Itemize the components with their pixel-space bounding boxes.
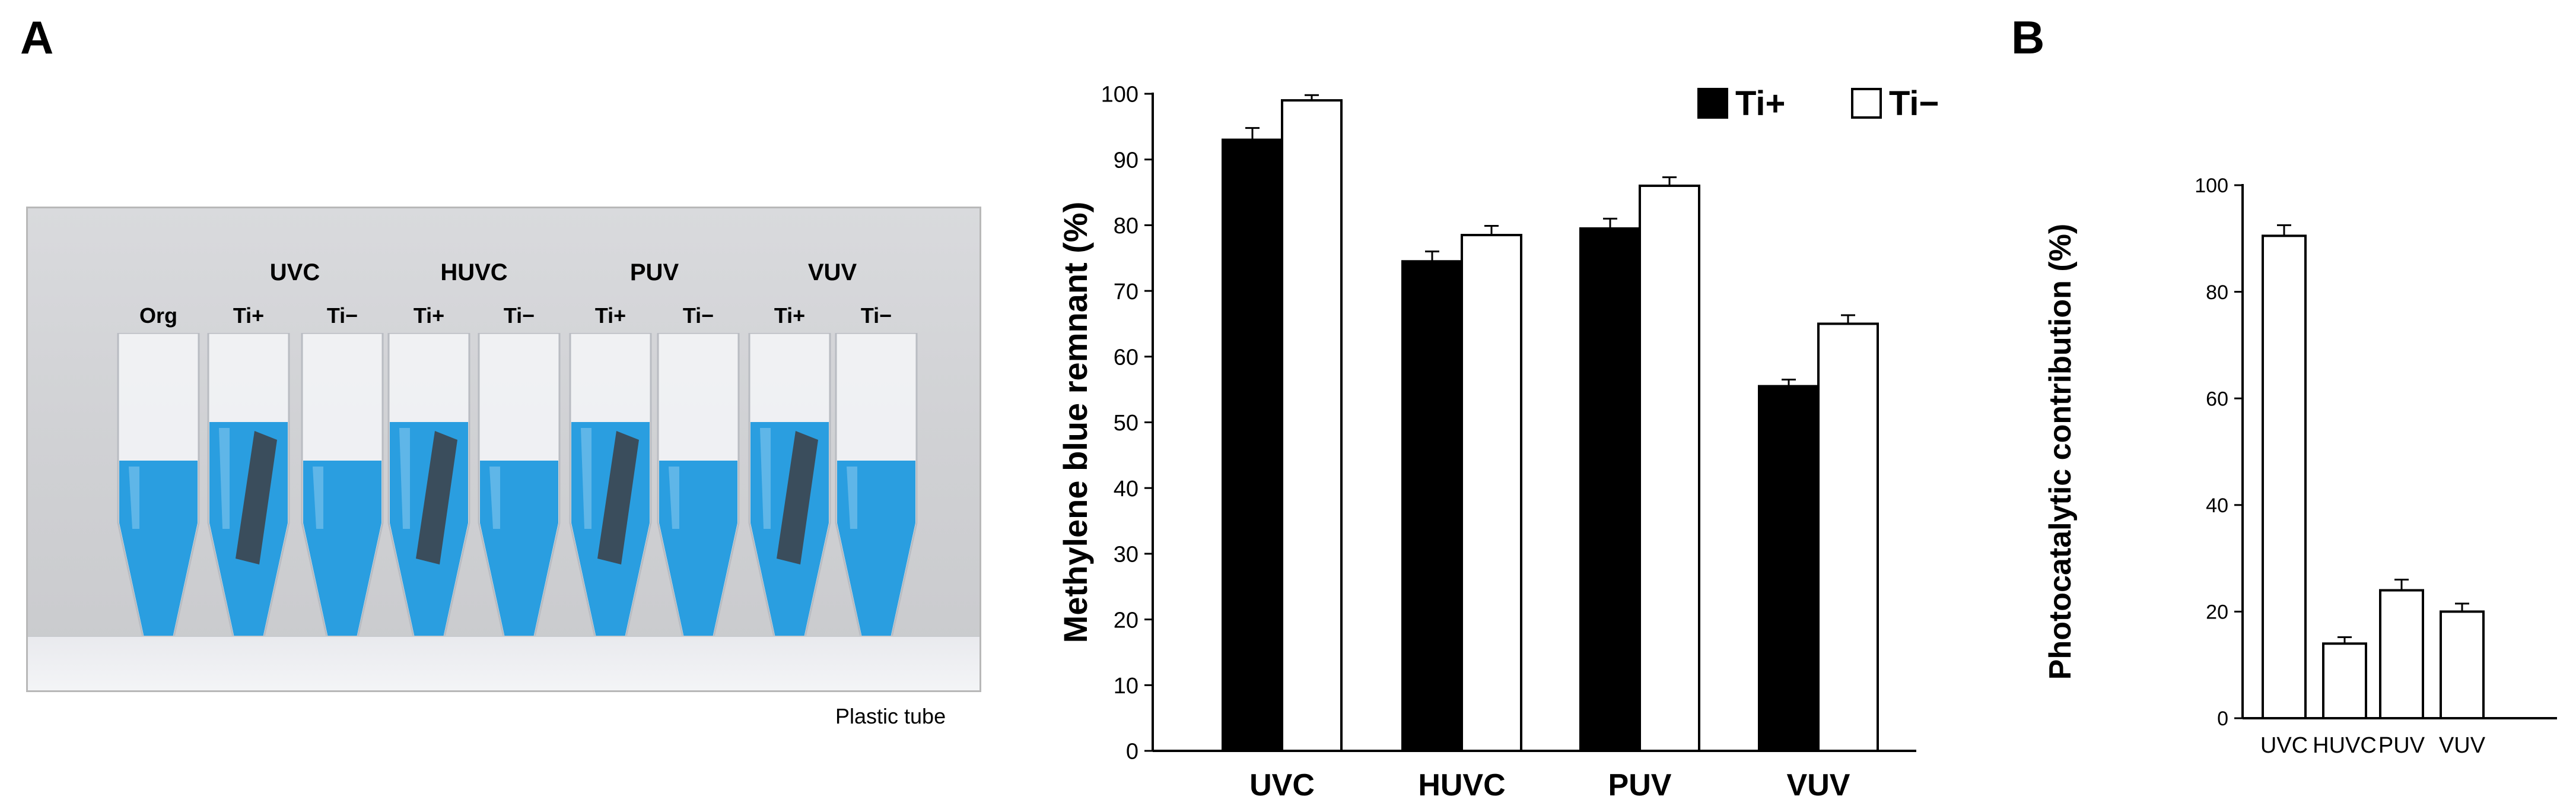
- y-axis-label: Photocatalytic contribution (%): [2043, 224, 2078, 680]
- tube-liquid: [659, 461, 737, 651]
- bar: [1639, 184, 1700, 753]
- y-tick-label: 80: [2206, 281, 2228, 304]
- panel-a-label: A: [20, 11, 54, 64]
- group-label-puv: PUV: [629, 259, 679, 286]
- x-category-label: HUVC: [2313, 733, 2377, 758]
- photocatalytic-chart: 0 20 40 60 80 100 Photocatalytic contribution …: [2043, 175, 2557, 758]
- legend-swatch: [1697, 88, 1728, 119]
- x-category-label: PUV: [2378, 733, 2425, 758]
- legend-swatch: [1851, 88, 1882, 119]
- y-tick-label: 0: [1126, 740, 1138, 765]
- bar: [2262, 234, 2307, 719]
- tube-highlight: [399, 428, 410, 529]
- y-tick-label: 60: [2206, 388, 2228, 410]
- tube-highlight: [489, 467, 500, 529]
- tube-label: Ti+: [233, 303, 265, 328]
- y-tick-label: 100: [1101, 83, 1138, 107]
- tube: [569, 333, 652, 675]
- legend: Ti+ Ti−: [1697, 84, 1939, 123]
- tube-label: Ti+: [413, 303, 445, 328]
- group-label-huvc: HUVC: [440, 259, 508, 286]
- tube-label: Ti−: [860, 303, 892, 328]
- tube-label: Ti−: [503, 303, 535, 328]
- y-tick-label: 30: [1114, 543, 1138, 567]
- group-label-vuv: VUV: [807, 259, 857, 286]
- methylene-blue-chart: 0 10 20 30 40 50 60 70 80 90 100 Methylene blue rem…: [1057, 83, 1939, 803]
- x-category-label: UVC: [2260, 733, 2308, 758]
- bar: [1461, 234, 1522, 752]
- tube-label: Ti−: [682, 303, 714, 328]
- tube-label: Org: [139, 303, 178, 328]
- tube: [387, 333, 470, 675]
- y-tick-label: 50: [1114, 411, 1138, 436]
- bar: [2440, 610, 2485, 720]
- x-category-label: VUV: [1787, 768, 1850, 803]
- y-tick-label: 40: [2206, 494, 2228, 517]
- y-tick-label: 20: [2206, 601, 2228, 624]
- x-category-label: UVC: [1249, 768, 1315, 803]
- tube-highlight: [313, 467, 323, 529]
- x-category-label: HUVC: [1418, 768, 1505, 803]
- bar: [1401, 260, 1463, 753]
- tube-highlight: [669, 467, 679, 529]
- tube-photo: Org UVC Ti+ Ti− HUVC Ti+ Ti− PUV Ti+ Ti− VUV Ti+ Ti−: [26, 207, 981, 692]
- x-category-label: PUV: [1608, 768, 1672, 803]
- tube-rack: [28, 636, 979, 690]
- tube-highlight: [129, 467, 139, 529]
- titanium-rod: [416, 431, 457, 564]
- bar: [2322, 642, 2367, 720]
- tube-highlight: [581, 428, 591, 529]
- titanium-rod: [236, 431, 277, 564]
- titanium-rod: [597, 431, 639, 564]
- legend-label: Ti−: [1889, 84, 1939, 123]
- tube-label: Ti+: [774, 303, 806, 328]
- tube-label: Ti+: [594, 303, 626, 328]
- y-tick-label: 40: [1114, 477, 1138, 502]
- x-category-label: VUV: [2439, 733, 2486, 758]
- panel-b-label: B: [2011, 11, 2045, 64]
- tube-label: Ti−: [326, 303, 358, 328]
- tube-liquid: [837, 461, 915, 651]
- tube-liquid: [119, 461, 198, 651]
- group-label-uvc: UVC: [269, 259, 320, 286]
- bar: [1222, 138, 1283, 753]
- y-tick-label: 20: [1114, 608, 1138, 633]
- y-tick-label: 10: [1114, 674, 1138, 699]
- bar: [2379, 589, 2424, 719]
- y-tick-label: 70: [1114, 280, 1138, 304]
- y-tick-label: 60: [1114, 345, 1138, 370]
- tube-highlight: [847, 467, 857, 529]
- legend-label: Ti+: [1735, 84, 1785, 123]
- y-tick-label: 90: [1114, 148, 1138, 173]
- tube-liquid: [303, 461, 381, 651]
- y-tick-label: 0: [2217, 708, 2228, 730]
- y-tick-label: 100: [2195, 175, 2228, 197]
- bar: [1281, 99, 1343, 753]
- tube-highlight: [760, 428, 771, 529]
- tube-liquid: [480, 461, 558, 651]
- titanium-rod: [777, 431, 818, 564]
- bar: [1817, 322, 1879, 752]
- bar: [1579, 227, 1641, 752]
- tube: [301, 333, 384, 675]
- bar: [1758, 385, 1820, 752]
- tube-highlight: [219, 428, 230, 529]
- y-tick-label: 80: [1114, 214, 1138, 239]
- y-axis-label: Methylene blue remnant (%): [1057, 202, 1094, 643]
- photo-caption: Plastic tube: [835, 704, 946, 728]
